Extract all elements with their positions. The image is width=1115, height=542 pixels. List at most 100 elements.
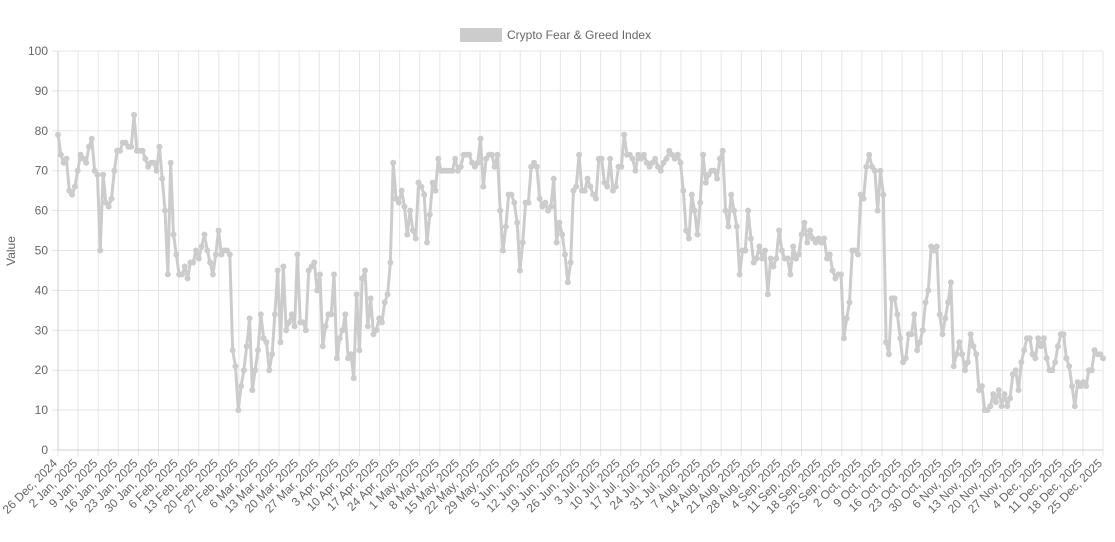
data-point[interactable] (232, 363, 239, 370)
data-point[interactable] (838, 271, 845, 278)
data-point[interactable] (190, 259, 197, 266)
data-point[interactable] (235, 407, 242, 414)
data-point[interactable] (367, 295, 374, 302)
data-point[interactable] (711, 167, 718, 174)
data-point[interactable] (398, 187, 405, 194)
data-point[interactable] (694, 231, 701, 238)
data-point[interactable] (567, 259, 574, 266)
data-point[interactable] (516, 267, 523, 274)
data-point[interactable] (452, 155, 459, 162)
data-point[interactable] (249, 387, 256, 394)
data-point[interactable] (209, 271, 216, 278)
data-point[interactable] (300, 319, 307, 326)
data-point[interactable] (1054, 343, 1061, 350)
data-point[interactable] (1043, 355, 1050, 362)
data-point[interactable] (629, 155, 636, 162)
data-point[interactable] (170, 231, 177, 238)
data-point[interactable] (908, 331, 915, 338)
data-point[interactable] (423, 239, 430, 246)
data-point[interactable] (269, 351, 276, 358)
data-point[interactable] (283, 327, 290, 334)
data-point[interactable] (266, 367, 273, 374)
data-point[interactable] (409, 227, 416, 234)
data-point[interactable] (761, 247, 768, 254)
data-point[interactable] (156, 143, 163, 150)
data-point[interactable] (776, 227, 783, 234)
data-point[interactable] (128, 143, 135, 150)
data-point[interactable] (821, 235, 828, 242)
data-point[interactable] (953, 351, 960, 358)
data-point[interactable] (885, 351, 892, 358)
data-point[interactable] (807, 227, 814, 234)
data-point[interactable] (1018, 359, 1025, 366)
data-point[interactable] (373, 327, 380, 334)
data-point[interactable] (333, 355, 340, 362)
data-point[interactable] (88, 135, 95, 142)
data-point[interactable] (925, 287, 932, 294)
data-point[interactable] (407, 207, 414, 214)
data-point[interactable] (319, 343, 326, 350)
data-point[interactable] (559, 231, 566, 238)
data-point[interactable] (139, 147, 146, 154)
data-point[interactable] (1032, 355, 1039, 362)
data-point[interactable] (519, 239, 526, 246)
data-point[interactable] (933, 243, 940, 250)
data-point[interactable] (71, 183, 78, 190)
data-point[interactable] (745, 207, 752, 214)
data-point[interactable] (164, 271, 171, 278)
data-point[interactable] (378, 319, 385, 326)
data-point[interactable] (959, 351, 966, 358)
data-point[interactable] (883, 339, 890, 346)
data-point[interactable] (288, 311, 295, 318)
data-point[interactable] (291, 323, 298, 330)
data-point[interactable] (573, 183, 580, 190)
data-point[interactable] (257, 311, 264, 318)
data-point[interactable] (936, 311, 943, 318)
data-point[interactable] (429, 179, 436, 186)
data-point[interactable] (83, 159, 90, 166)
data-point[interactable] (914, 347, 921, 354)
data-point[interactable] (336, 335, 343, 342)
data-point[interactable] (902, 355, 909, 362)
data-point[interactable] (246, 315, 253, 322)
data-point[interactable] (263, 339, 270, 346)
data-point[interactable] (719, 147, 726, 154)
data-point[interactable] (381, 299, 388, 306)
data-point[interactable] (69, 191, 76, 198)
data-point[interactable] (162, 207, 169, 214)
data-point[interactable] (280, 263, 287, 270)
data-point[interactable] (153, 167, 160, 174)
data-point[interactable] (607, 155, 614, 162)
data-point[interactable] (688, 191, 695, 198)
data-point[interactable] (618, 163, 625, 170)
data-point[interactable] (525, 199, 532, 206)
data-point[interactable] (795, 251, 802, 258)
data-point[interactable] (804, 239, 811, 246)
data-point[interactable] (491, 163, 498, 170)
data-point[interactable] (353, 291, 360, 298)
data-point[interactable] (339, 327, 346, 334)
data-point[interactable] (1088, 367, 1095, 374)
data-point[interactable] (342, 311, 349, 318)
data-point[interactable] (1035, 335, 1042, 342)
data-point[interactable] (728, 191, 735, 198)
data-point[interactable] (500, 247, 507, 254)
data-point[interactable] (961, 367, 968, 374)
data-point[interactable] (542, 199, 549, 206)
data-point[interactable] (587, 183, 594, 190)
data-point[interactable] (759, 255, 766, 262)
data-point[interactable] (362, 267, 369, 274)
data-point[interactable] (497, 207, 504, 214)
data-point[interactable] (350, 375, 357, 382)
data-point[interactable] (947, 279, 954, 286)
data-point[interactable] (685, 235, 692, 242)
data-point[interactable] (116, 147, 123, 154)
data-point[interactable] (880, 191, 887, 198)
data-point[interactable] (911, 311, 918, 318)
data-point[interactable] (322, 323, 329, 330)
data-point[interactable] (897, 335, 904, 342)
data-point[interactable] (680, 187, 687, 194)
data-point[interactable] (1038, 343, 1045, 350)
data-point[interactable] (384, 291, 391, 298)
data-point[interactable] (722, 207, 729, 214)
